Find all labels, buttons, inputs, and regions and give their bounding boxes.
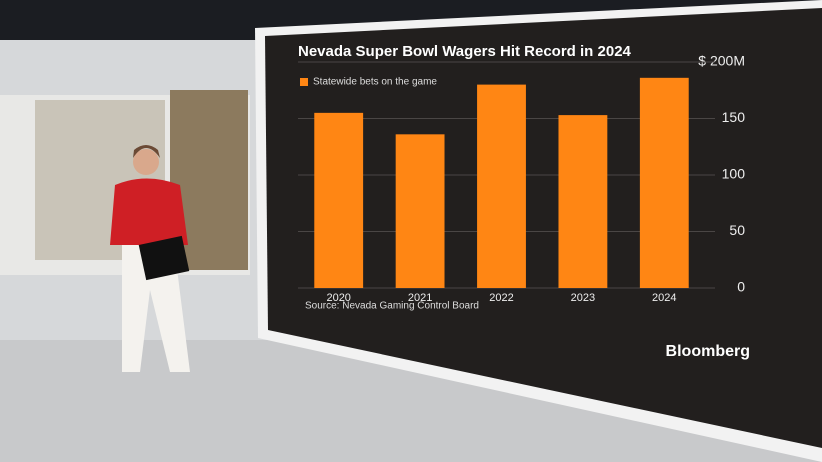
y-tick-label: 50 <box>729 222 745 238</box>
bar <box>558 115 608 288</box>
legend-label: Statewide bets on the game <box>313 77 437 88</box>
x-tick-label: 2023 <box>571 292 595 304</box>
brand-logo: Bloomberg <box>666 343 750 360</box>
bar <box>395 134 445 288</box>
presenter <box>110 145 190 372</box>
presenter-jacket <box>110 178 188 245</box>
y-tick-label: $ 200M <box>698 53 745 69</box>
x-tick-label: 2021 <box>408 292 432 304</box>
x-tick-label: 2024 <box>652 292 676 304</box>
x-tick-label: 2022 <box>489 292 513 304</box>
y-tick-label: 100 <box>722 166 746 182</box>
presenter-tablet <box>138 235 190 281</box>
presenter-trousers <box>122 245 190 372</box>
bar <box>639 77 689 288</box>
chart: Nevada Super Bowl Wagers Hit Record in 2… <box>298 43 750 360</box>
presenter-head <box>133 149 159 175</box>
presenter-hair <box>133 145 160 158</box>
bar <box>477 84 526 288</box>
legend-swatch <box>300 78 308 86</box>
y-tick-label: 0 <box>737 279 745 295</box>
chart-title: Nevada Super Bowl Wagers Hit Record in 2… <box>298 43 632 60</box>
x-tick-label: 2020 <box>326 292 350 304</box>
y-tick-label: 150 <box>722 109 746 125</box>
source-note: Source: Nevada Gaming Control Board <box>305 301 479 312</box>
bar <box>314 112 364 288</box>
